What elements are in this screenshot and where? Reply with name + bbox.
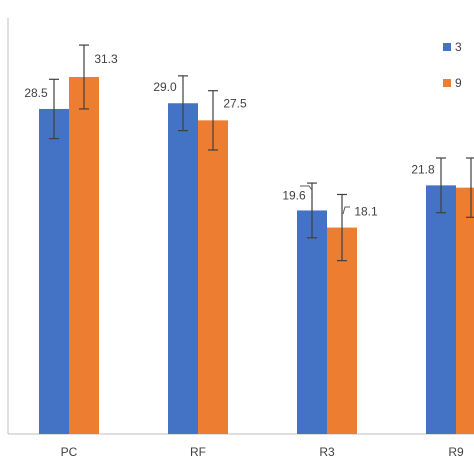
legend-swatch-series-3: [443, 43, 451, 51]
x-tick-label-r3: R3: [319, 445, 335, 459]
error-bars-group: [49, 44, 474, 262]
bars-group: [39, 77, 474, 435]
legend-swatch-series-9: [443, 79, 451, 87]
data-labels-group: 28.5 29.0 19.6 21.8 31.3 27.5 18.1: [24, 52, 435, 219]
data-label-rf-series-3: 29.0: [153, 80, 177, 94]
label-leader-line: [342, 206, 350, 215]
x-tick-label-pc: PC: [61, 445, 78, 459]
x-tick-label-rf: RF: [190, 445, 206, 459]
bar-r9-series-9: [456, 187, 474, 434]
bar-pc-series-3: [39, 108, 69, 434]
data-label-r9-series-3: 21.8: [411, 162, 435, 176]
bar-pc-series-9: [69, 77, 99, 435]
bar-rf-series-9: [198, 120, 228, 434]
bar-r3-series-3: [297, 210, 327, 434]
data-label-pc-series-3: 28.5: [24, 86, 48, 100]
legend-label-series-3: 3: [455, 40, 462, 54]
data-label-rf-series-9: 27.5: [223, 96, 247, 110]
x-tick-label-r9: R9: [448, 445, 464, 459]
data-label-r3-series-9: 18.1: [354, 205, 378, 219]
bar-r9-series-3: [426, 185, 456, 434]
data-label-pc-series-9: 31.3: [94, 52, 118, 66]
label-leader-line: [300, 185, 313, 191]
bar-rf-series-3: [168, 103, 198, 435]
bar-r3-series-9: [327, 227, 357, 434]
legend: 39: [443, 40, 462, 90]
legend-label-series-9: 9: [455, 76, 462, 90]
data-label-r3-series-3: 19.6: [282, 188, 306, 202]
x-tick-labels-group: PC RF R3 R9: [61, 445, 464, 459]
